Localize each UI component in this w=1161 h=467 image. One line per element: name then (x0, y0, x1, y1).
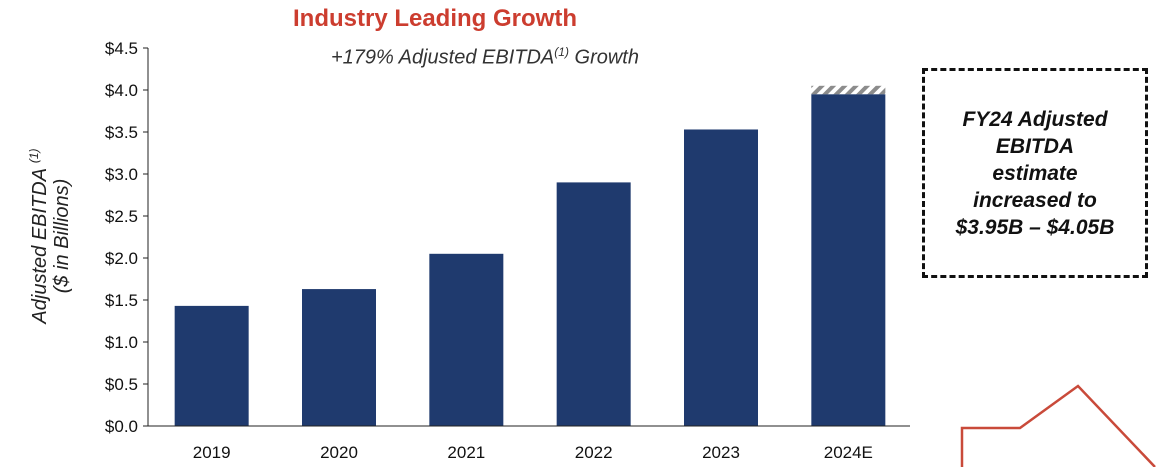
y-tick-label: $1.5 (105, 291, 138, 310)
y-axis-ticks: $0.0 $0.5 $1.0 $1.5 $2.0 $2.5 $3.0 $3.5 $4.0 $4.5 (105, 39, 148, 436)
bar-2023 (684, 129, 758, 427)
growth-arrow-icon (960, 384, 1156, 467)
y-tick-label: $2.0 (105, 249, 138, 268)
bars (174, 85, 886, 427)
chart-subtitle: +179% Adjusted EBITDA(1) Growth (210, 45, 760, 70)
x-axis-ticks: 2019 2020 2021 2022 2023 2024E (193, 443, 873, 462)
y-tick-label: $3.0 (105, 165, 138, 184)
y-tick-label: $4.5 (105, 39, 138, 58)
x-tick-label: 2023 (702, 443, 740, 462)
bar-2022 (556, 182, 631, 426)
chart-title: Industry Leading Growth (292, 5, 577, 32)
chart-subtitle-text: +179% Adjusted EBITDA (331, 46, 555, 69)
x-tick-label: 2019 (193, 443, 231, 462)
y-tick-label: $4.0 (105, 81, 138, 100)
y-tick-label: $2.5 (105, 207, 138, 226)
x-tick-label: 2020 (320, 443, 358, 462)
y-tick-label: $1.0 (105, 333, 138, 352)
y-tick-label: $3.5 (105, 123, 138, 142)
estimate-callout-box: FY24 Adjusted EBITDA estimate increased … (922, 68, 1148, 278)
bar-2024E (811, 94, 886, 426)
chart-subtitle-end: Growth (568, 46, 639, 69)
bar-2020 (302, 289, 376, 426)
x-tick-label: 2021 (447, 443, 485, 462)
estimate-range-hatch (811, 85, 886, 95)
chart-subtitle-footnote: (1) (554, 45, 569, 59)
x-tick-label: 2024E (824, 443, 873, 462)
bar-2021 (429, 253, 504, 426)
y-tick-label: $0.0 (105, 417, 138, 436)
bar-2019 (174, 305, 249, 426)
y-tick-label: $0.5 (105, 375, 138, 394)
estimate-callout-text: FY24 Adjusted EBITDA estimate increased … (955, 107, 1115, 239)
x-tick-label: 2022 (575, 443, 613, 462)
bar-chart: $0.0 $0.5 $1.0 $1.5 $2.0 $2.5 $3.0 $3.5 $4.0 $4.5… (105, 39, 910, 462)
